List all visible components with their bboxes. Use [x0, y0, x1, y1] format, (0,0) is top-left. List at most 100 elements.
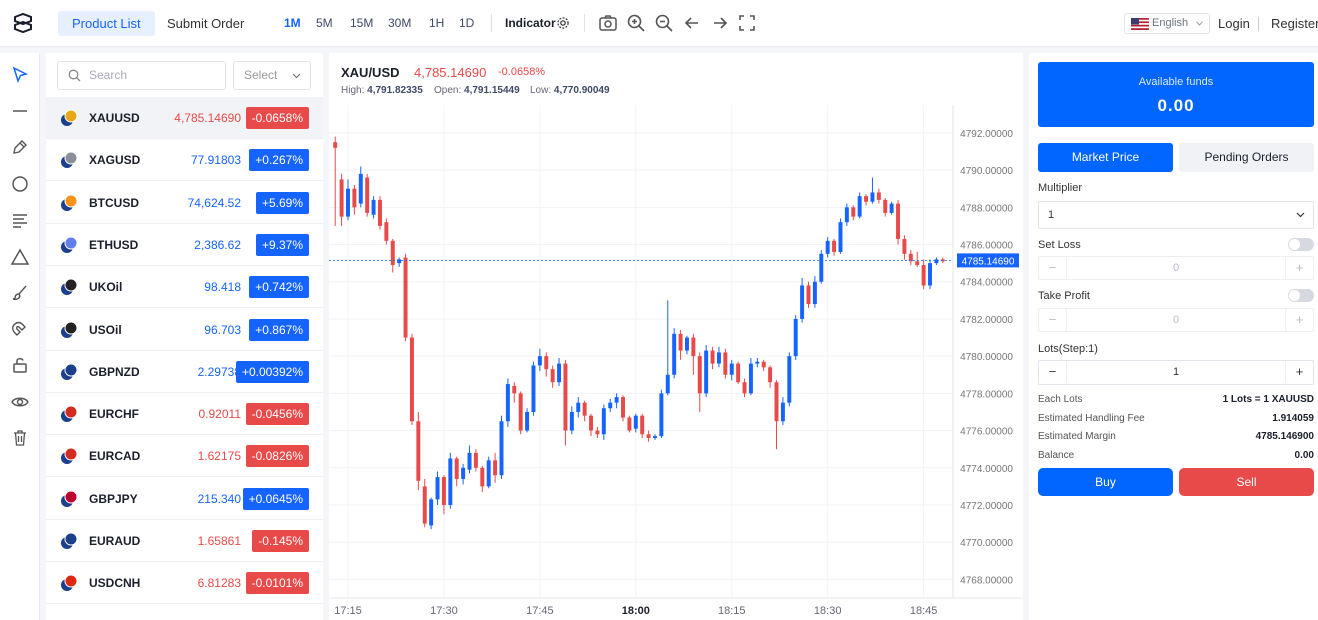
- zoom-out-icon[interactable]: [654, 13, 674, 33]
- candle-body: [902, 238, 907, 254]
- language-label: English: [1152, 17, 1189, 29]
- pen-icon[interactable]: [10, 137, 30, 157]
- candle-body: [870, 192, 875, 202]
- candle-body: [672, 333, 677, 375]
- product-price: 1.65861: [197, 534, 241, 548]
- x-tick-label: 18:30: [814, 605, 842, 617]
- y-tick-label: 4792.00000: [960, 129, 1013, 140]
- buy-button[interactable]: Buy: [1038, 468, 1173, 496]
- decrement-button[interactable]: −: [1039, 257, 1067, 279]
- product-symbol: BTCUSD: [89, 195, 139, 210]
- tab-submit-order[interactable]: Submit Order: [167, 16, 245, 31]
- candle-body: [915, 261, 920, 265]
- increment-button[interactable]: +: [1285, 309, 1313, 331]
- product-change-badge: +5.69%: [255, 191, 309, 214]
- timeframe-5m[interactable]: 5M: [316, 16, 333, 30]
- lots-value[interactable]: 1: [1172, 366, 1180, 378]
- text-lines-icon[interactable]: [10, 210, 30, 230]
- multiplier-select[interactable]: 1: [1038, 201, 1314, 229]
- product-row-ethusd[interactable]: ETHUSD 2,386.62 +9.37%: [46, 224, 323, 266]
- timeframe-15m[interactable]: 15M: [350, 16, 374, 30]
- lock-icon[interactable]: [10, 355, 30, 375]
- chevron-down-icon: [292, 73, 301, 79]
- candle-body: [787, 356, 792, 403]
- sell-button[interactable]: Sell: [1179, 468, 1314, 496]
- candle-body: [883, 199, 888, 213]
- candle-body: [716, 352, 721, 364]
- candle-body: [684, 337, 689, 351]
- search-input[interactable]: Search: [57, 61, 226, 90]
- product-row-xauusd[interactable]: XAUUSD 4,785.14690 -0.0658%: [46, 97, 323, 139]
- set-loss-value[interactable]: 0: [1172, 262, 1180, 274]
- take-profit-toggle[interactable]: [1288, 289, 1314, 302]
- product-row-usoil[interactable]: USOil 96.703 +0.867%: [46, 309, 323, 351]
- product-price: 0.92011: [198, 407, 242, 422]
- arrow-right-icon[interactable]: [710, 13, 730, 33]
- gear-icon[interactable]: [556, 16, 570, 30]
- circle-icon[interactable]: [10, 174, 30, 194]
- pending-orders-tab[interactable]: Pending Orders: [1179, 143, 1314, 172]
- product-change-badge: -0.0826%: [245, 445, 309, 468]
- trash-icon[interactable]: [10, 428, 30, 448]
- take-profit-stepper[interactable]: − 0 +: [1038, 308, 1314, 332]
- y-tick-label: 4782.00000: [960, 315, 1013, 326]
- set-loss-stepper[interactable]: − 0 +: [1038, 256, 1314, 280]
- timeframe-1m[interactable]: 1M: [284, 16, 301, 30]
- candle-body: [844, 207, 849, 223]
- top-bar: Product List Submit Order 1M 5M 15M 30M …: [0, 0, 1318, 47]
- chevron-down-icon: [1196, 21, 1203, 26]
- timeframe-30m[interactable]: 30M: [388, 16, 412, 30]
- product-row-ukoil[interactable]: UKOil 98.418 +0.742%: [46, 266, 323, 309]
- language-select[interactable]: English: [1124, 13, 1210, 34]
- timeframe-1d[interactable]: 1D: [459, 16, 475, 30]
- eye-icon[interactable]: [10, 392, 30, 412]
- candlestick-chart[interactable]: 4792.00000 4790.00000 4788.00000 4786.00000…: [329, 105, 1023, 620]
- timeframe-1h[interactable]: 1H: [429, 16, 445, 30]
- product-symbol: XAGUSD: [89, 153, 141, 168]
- increment-button[interactable]: +: [1285, 361, 1313, 383]
- lots-stepper[interactable]: − 1 +: [1038, 360, 1314, 385]
- product-row-xagusd[interactable]: XAGUSD 77.91803 +0.267%: [46, 139, 323, 182]
- magnet-icon[interactable]: [10, 319, 30, 339]
- product-row-eurchf[interactable]: EURCHF 0.92011 -0.0456%: [46, 393, 323, 436]
- product-row-euraud[interactable]: EURAUD 1.65861 -0.145%: [46, 520, 323, 562]
- brush-icon[interactable]: [10, 283, 30, 303]
- triangle-icon[interactable]: [10, 247, 30, 267]
- login-link[interactable]: Login: [1218, 16, 1250, 31]
- x-tick-label: 17:45: [526, 605, 554, 617]
- app-logo-icon[interactable]: [12, 12, 34, 34]
- candle-body: [390, 240, 395, 265]
- search-icon: [68, 69, 81, 82]
- product-symbol: ETHUSD: [89, 237, 139, 252]
- product-row-gbpjpy[interactable]: GBPJPY 215.340 +0.0645%: [46, 478, 323, 520]
- indicator-button[interactable]: Indicator: [505, 16, 556, 30]
- ohl-low: Low: 4,770.90049: [530, 85, 610, 96]
- fullscreen-icon[interactable]: [737, 13, 757, 33]
- candle-body: [653, 436, 657, 439]
- increment-button[interactable]: +: [1285, 257, 1313, 279]
- decrement-button[interactable]: −: [1039, 309, 1067, 331]
- register-link[interactable]: Register: [1271, 16, 1318, 31]
- cursor-icon[interactable]: [10, 65, 30, 85]
- category-select[interactable]: Select: [233, 61, 311, 90]
- product-row-eurcad[interactable]: EURCAD 1.62175 -0.0826%: [46, 435, 323, 478]
- set-loss-toggle[interactable]: [1288, 238, 1314, 251]
- tab-product-list[interactable]: Product List: [58, 11, 155, 36]
- product-symbol: GBPNZD: [89, 364, 140, 379]
- camera-icon[interactable]: [598, 13, 618, 33]
- candle-body: [493, 460, 498, 476]
- decrement-button[interactable]: −: [1039, 361, 1067, 383]
- market-price-tab[interactable]: Market Price: [1038, 143, 1173, 172]
- arrow-left-icon[interactable]: [682, 13, 702, 33]
- candle-body: [889, 203, 894, 213]
- search-placeholder: Search: [89, 68, 128, 82]
- candle-body: [525, 411, 530, 431]
- zoom-in-icon[interactable]: [626, 13, 646, 33]
- take-profit-value[interactable]: 0: [1172, 314, 1180, 326]
- product-row-btcusd[interactable]: BTCUSD 74,624.52 +5.69%: [46, 182, 323, 224]
- product-row-usdcnh[interactable]: USDCNH 6.81283 -0.0101%: [46, 562, 323, 605]
- candle-body: [896, 203, 901, 239]
- candle-body: [461, 467, 466, 479]
- product-row-gbpnzd[interactable]: GBPNZD 2.29738 +0.00392%: [46, 351, 323, 393]
- horizontal-line-icon[interactable]: [10, 101, 30, 121]
